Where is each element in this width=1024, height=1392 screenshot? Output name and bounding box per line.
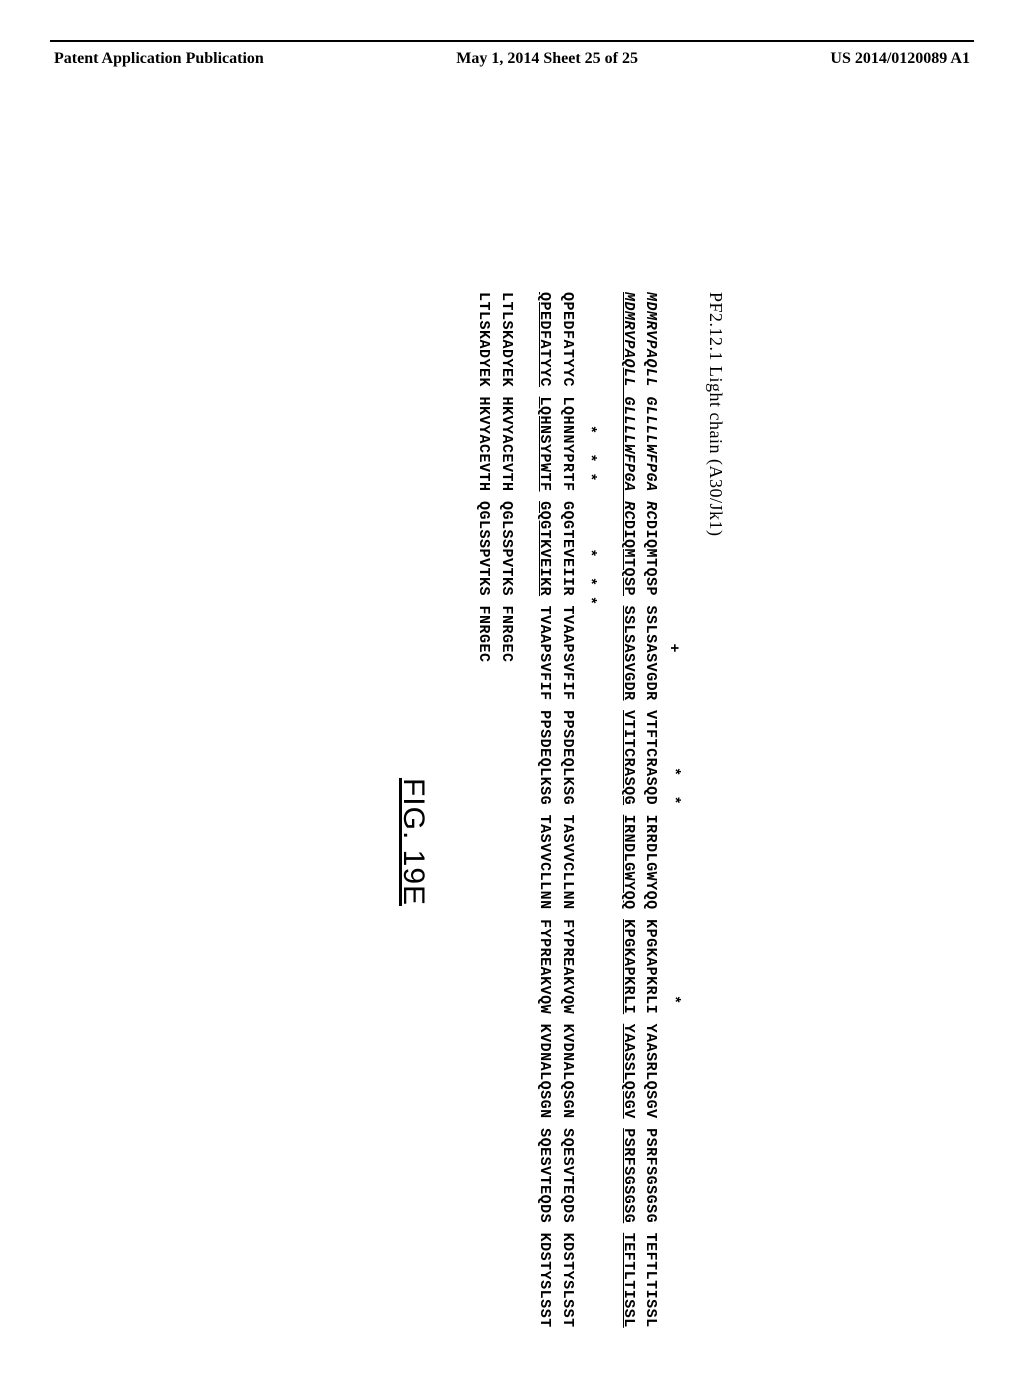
germline-row-1: MDMRVPAQLL GLLLLWFPGA RCDIQMTQSP SSLSASV…: [639, 292, 662, 1392]
germline-row-3: LTLSKADYEK HKVYACEVTH QGLSSPVTKS FNRGEC: [495, 292, 518, 1392]
page-header: Patent Application Publication May 1, 20…: [50, 42, 974, 68]
figure-content: PF2.12.1 Light chain (A30/Jk1) + * * * M…: [90, 172, 934, 1260]
page-frame: Patent Application Publication May 1, 20…: [50, 40, 974, 1280]
mature-row-3: LTLSKADYEK HKVYACEVTH QGLSSPVTKS FNRGEC: [472, 292, 495, 1392]
marker-row-1: + * * *: [662, 292, 685, 1392]
mature-row-1: MDMRVPAQLL GLLLLWFPGA RCDIQMTQSP SSLSASV…: [617, 292, 640, 1392]
germline-row-2: QPEDFATYYC LQHNNYPRTF GQGTEVEIIR TVAAPSV…: [556, 292, 579, 1392]
marker-row-2: * * * * * *: [578, 292, 601, 1392]
sequence-block-3: LTLSKADYEK HKVYACEVTH QGLSSPVTKS FNRGEC …: [472, 292, 517, 1392]
header-right: US 2014/0120089 A1: [830, 50, 970, 68]
sequence-block-1: + * * * MDMRVPAQLL GLLLLWFPGA RCDIQMTQSP…: [617, 292, 685, 1392]
leader-mature: MDMRVPAQLL GLLLLWFPGA RC: [620, 292, 637, 520]
figure-label: FIG. 19E: [391, 292, 436, 1392]
header-center: May 1, 2014 Sheet 25 of 25: [456, 50, 638, 68]
sequence-block-2: * * * * * * QPEDFATYYC LQHNNYPRTF GQGTEV…: [533, 292, 601, 1392]
rotated-sequence-block: PF2.12.1 Light chain (A30/Jk1) + * * * M…: [391, 292, 729, 1392]
leader-germline: MDMRVPAQLL GLLLLWFPGA RC: [643, 292, 660, 520]
header-left: Patent Application Publication: [54, 50, 264, 68]
mature-row-2: QPEDFATYYC LQHNSYPWTF GQGTKVEIKR TVAAPSV…: [533, 292, 556, 1392]
sequence-title: PF2.12.1 Light chain (A30/Jk1): [702, 292, 729, 1392]
